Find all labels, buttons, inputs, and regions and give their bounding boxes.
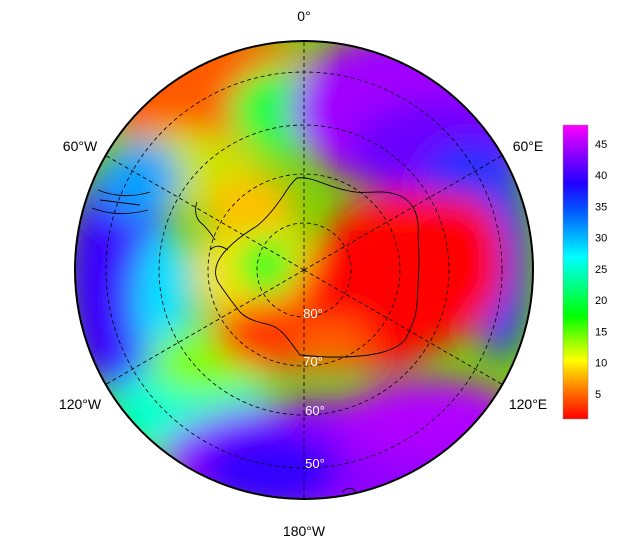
lat-label-50: 50°	[305, 456, 325, 471]
lon-label-60e: 60°E	[513, 138, 544, 154]
lon-label-0: 0°	[297, 8, 310, 24]
lon-label-60w: 60°W	[63, 138, 98, 154]
antarctica-coastline	[91, 177, 420, 494]
lat-label-70: 70°	[303, 354, 323, 369]
colorbar-tick-label: 5	[595, 389, 601, 401]
meridian-line	[105, 269, 305, 385]
meridian-line	[303, 155, 503, 271]
lat-label-60: 60°	[305, 403, 325, 418]
lat-label-80: 80°	[303, 306, 323, 321]
colorbar-tick-label: 15	[595, 326, 607, 338]
colorbar-tick-label: 10	[595, 358, 607, 370]
colorbar-gradient	[562, 124, 589, 420]
globe-border	[74, 40, 534, 500]
parallel-line	[207, 173, 401, 367]
map-data-field	[75, 41, 533, 499]
colorbar-tick-label: 30	[595, 233, 607, 245]
colorbar: 5 10 15 20 25 30 35 40 45	[562, 124, 607, 420]
meridian-line	[303, 269, 503, 385]
colorbar-tick-label: 40	[595, 170, 607, 182]
parallel-line	[158, 124, 450, 416]
colorbar-ticks: 5 10 15 20 25 30 35 40 45	[595, 139, 607, 401]
lon-label-180w: 180°W	[283, 523, 326, 539]
meridian-line	[105, 155, 305, 271]
colorbar-tick-label: 35	[595, 201, 607, 213]
colorbar-tick-label: 25	[595, 264, 607, 276]
lon-label-120w: 120°W	[59, 396, 102, 412]
colorbar-tick-label: 20	[595, 295, 607, 307]
lon-label-120e: 120°E	[509, 396, 547, 412]
parallel-line	[256, 222, 352, 318]
map-graticule	[105, 41, 503, 499]
colorbar-tick-label: 45	[595, 139, 607, 151]
